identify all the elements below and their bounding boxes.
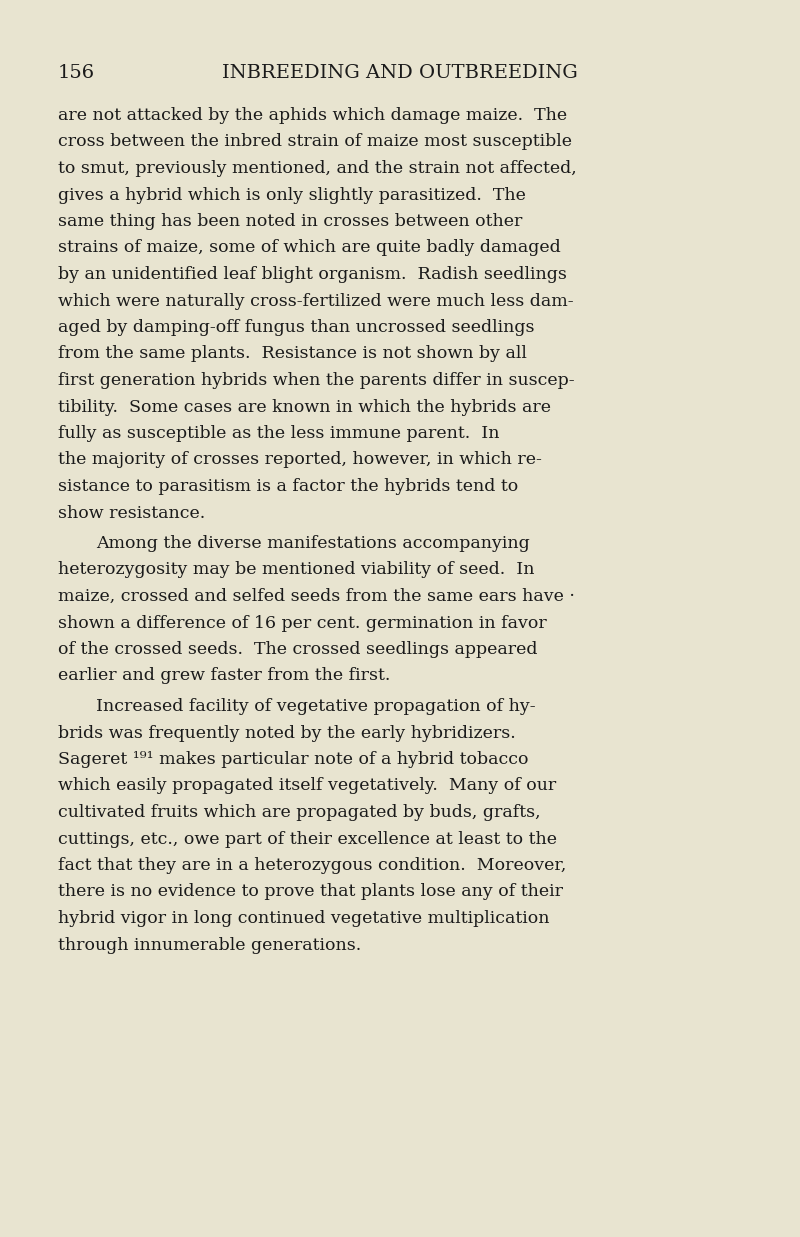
Text: to smut, previously mentioned, and the strain not affected,: to smut, previously mentioned, and the s… [58, 160, 577, 177]
Text: tibility.  Some cases are known in which the hybrids are: tibility. Some cases are known in which … [58, 398, 551, 416]
Text: brids was frequently noted by the early hybridizers.: brids was frequently noted by the early … [58, 725, 516, 741]
Text: the majority of crosses reported, however, in which re-: the majority of crosses reported, howeve… [58, 452, 542, 469]
Text: 156: 156 [58, 64, 95, 82]
Text: heterozygosity may be mentioned viability of seed.  In: heterozygosity may be mentioned viabilit… [58, 562, 534, 579]
Text: fully as susceptible as the less immune parent.  In: fully as susceptible as the less immune … [58, 426, 499, 442]
Text: INBREEDING AND OUTBREEDING: INBREEDING AND OUTBREEDING [222, 64, 578, 82]
Text: which easily propagated itself vegetatively.  Many of our: which easily propagated itself vegetativ… [58, 778, 556, 794]
Text: cultivated fruits which are propagated by buds, grafts,: cultivated fruits which are propagated b… [58, 804, 541, 821]
Text: through innumerable generations.: through innumerable generations. [58, 936, 362, 954]
Text: cuttings, etc., owe part of their excellence at least to the: cuttings, etc., owe part of their excell… [58, 830, 557, 847]
Text: show resistance.: show resistance. [58, 505, 206, 522]
Text: from the same plants.  Resistance is not shown by all: from the same plants. Resistance is not … [58, 345, 527, 362]
Text: Sageret ¹⁹¹ makes particular note of a hybrid tobacco: Sageret ¹⁹¹ makes particular note of a h… [58, 751, 529, 768]
Text: fact that they are in a heterozygous condition.  Moreover,: fact that they are in a heterozygous con… [58, 857, 566, 875]
Text: Increased facility of vegetative propagation of hy-: Increased facility of vegetative propaga… [96, 698, 536, 715]
Text: sistance to parasitism is a factor the hybrids tend to: sistance to parasitism is a factor the h… [58, 477, 518, 495]
Text: aged by damping-off fungus than uncrossed seedlings: aged by damping-off fungus than uncrosse… [58, 319, 534, 336]
Text: shown a difference of 16 per cent. germination in favor: shown a difference of 16 per cent. germi… [58, 615, 546, 632]
Text: Among the diverse manifestations accompanying: Among the diverse manifestations accompa… [96, 534, 530, 552]
Text: gives a hybrid which is only slightly parasitized.  The: gives a hybrid which is only slightly pa… [58, 187, 526, 204]
Text: same thing has been noted in crosses between other: same thing has been noted in crosses bet… [58, 213, 522, 230]
Text: are not attacked by the aphids which damage maize.  The: are not attacked by the aphids which dam… [58, 106, 567, 124]
Text: there is no evidence to prove that plants lose any of their: there is no evidence to prove that plant… [58, 883, 563, 901]
Text: by an unidentified leaf blight organism.  Radish seedlings: by an unidentified leaf blight organism.… [58, 266, 567, 283]
Text: of the crossed seeds.  The crossed seedlings appeared: of the crossed seeds. The crossed seedli… [58, 641, 538, 658]
Text: first generation hybrids when the parents differ in suscep-: first generation hybrids when the parent… [58, 372, 574, 388]
Text: earlier and grew faster from the first.: earlier and grew faster from the first. [58, 668, 390, 684]
Text: maize, crossed and selfed seeds from the same ears have ·: maize, crossed and selfed seeds from the… [58, 588, 575, 605]
Text: strains of maize, some of which are quite badly damaged: strains of maize, some of which are quit… [58, 240, 561, 256]
Text: cross between the inbred strain of maize most susceptible: cross between the inbred strain of maize… [58, 134, 572, 151]
Text: which were naturally cross-fertilized were much less dam-: which were naturally cross-fertilized we… [58, 292, 574, 309]
Text: hybrid vigor in long continued vegetative multiplication: hybrid vigor in long continued vegetativ… [58, 910, 550, 927]
